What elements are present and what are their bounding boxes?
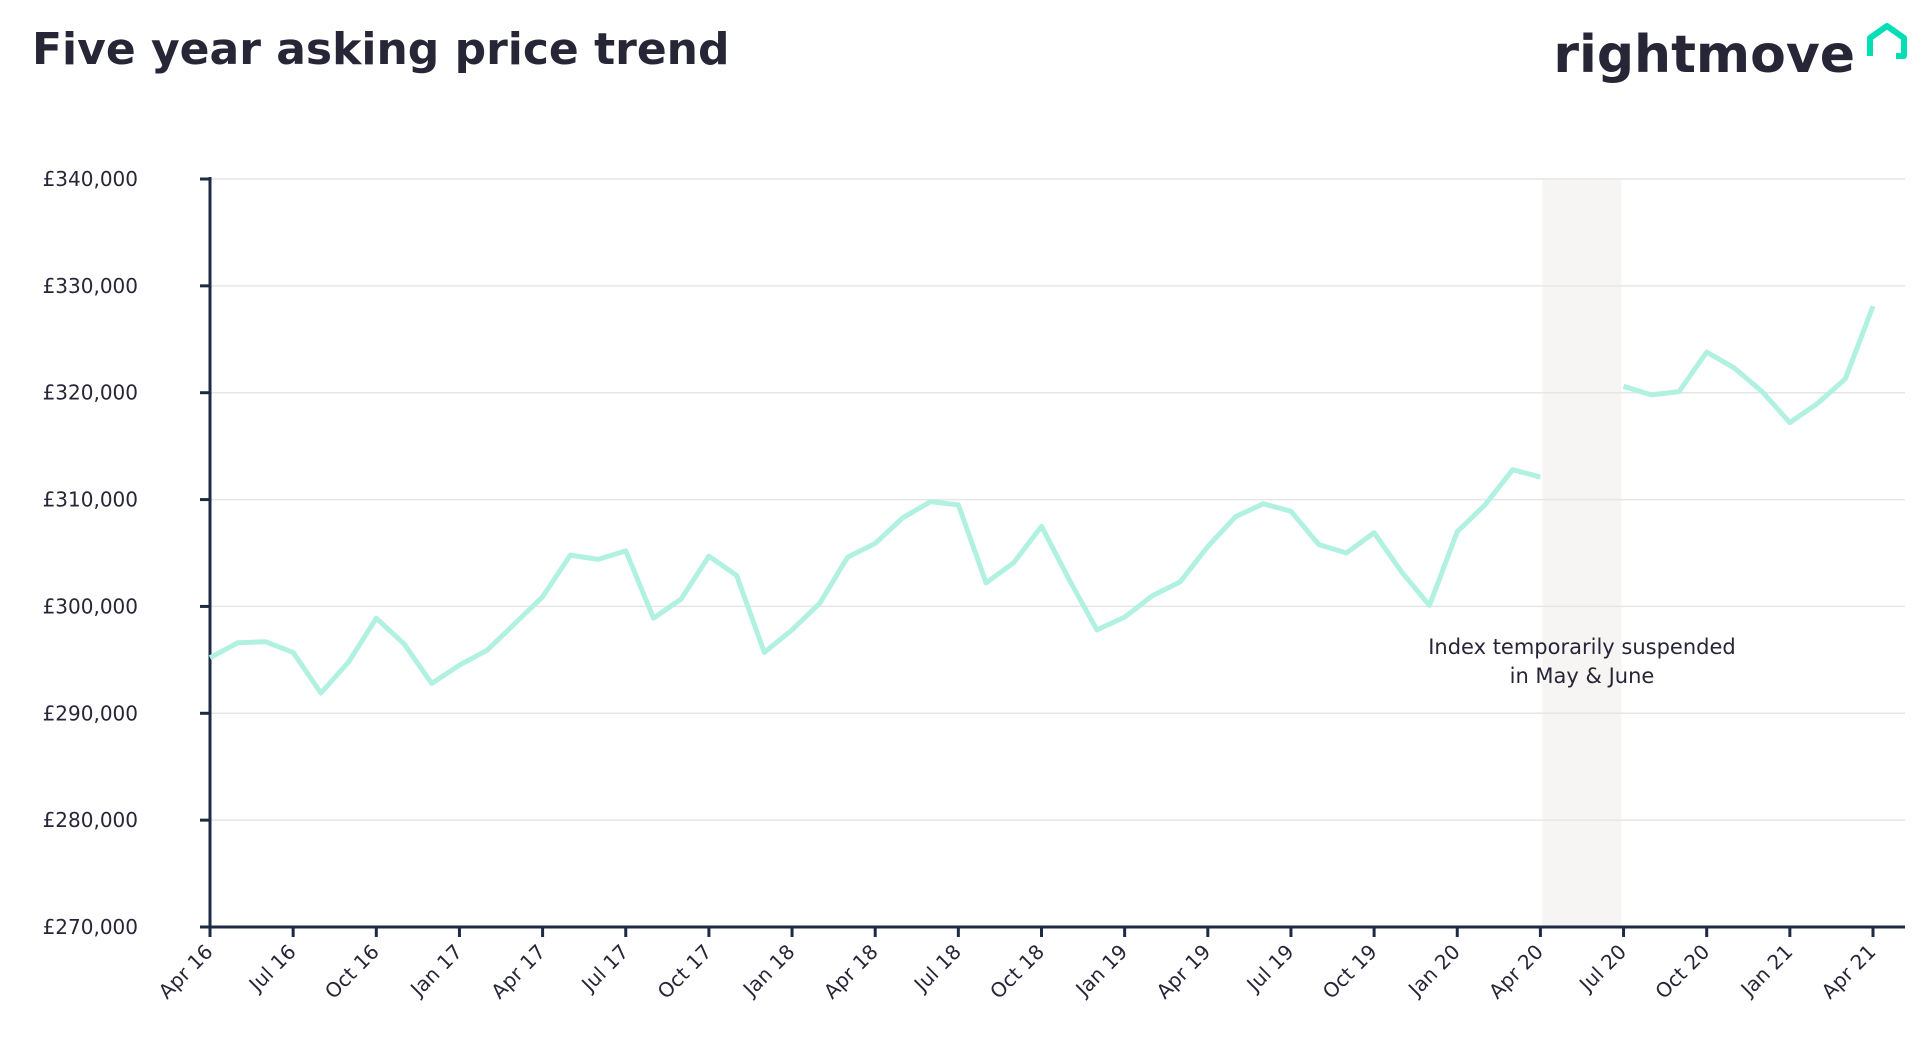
- x-tick-label: Apr 18: [819, 940, 883, 1004]
- chart-title: Five year asking price trend: [32, 24, 730, 75]
- x-tick-label: Jan 19: [1070, 940, 1133, 1003]
- x-tick-label: Apr 21: [1817, 940, 1881, 1004]
- y-tick-label: £340,000: [43, 167, 138, 191]
- x-tick-label: Oct 19: [1318, 940, 1382, 1004]
- x-tick-label: Jul 17: [575, 940, 633, 998]
- x-tick-label: Jan 21: [1735, 940, 1798, 1003]
- y-tick-label: £300,000: [43, 594, 138, 618]
- y-tick-label: £310,000: [43, 488, 138, 512]
- x-tick-label: Apr 17: [486, 940, 550, 1004]
- x-tick-label: Jul 19: [1241, 940, 1299, 998]
- x-tick-label: Jan 17: [404, 940, 467, 1003]
- x-tick-label: Apr 16: [154, 940, 218, 1004]
- x-tick-label: Oct 18: [985, 940, 1049, 1004]
- logo-icon: [1867, 23, 1907, 59]
- y-tick-label: £320,000: [43, 381, 138, 405]
- line-series: [208, 305, 1876, 696]
- annotation: Index temporarily suspended: [1428, 635, 1736, 659]
- y-tick-label: £270,000: [43, 915, 138, 939]
- x-tick-label: Apr 20: [1484, 940, 1548, 1004]
- annotation: in May & June: [1510, 664, 1655, 688]
- x-tick-label: Oct 20: [1650, 940, 1714, 1004]
- x-tick-label: Oct 16: [320, 940, 384, 1004]
- x-tick-label: Jul 18: [908, 940, 966, 998]
- y-tick-label: £280,000: [43, 808, 138, 832]
- x-tick-label: Jan 20: [1402, 940, 1465, 1003]
- x-tick-label: Jan 18: [737, 940, 800, 1003]
- y-tick-label: £290,000: [43, 701, 138, 725]
- logo-text: rightmove: [1553, 25, 1855, 85]
- x-tick-label: Jul 20: [1573, 940, 1631, 998]
- x-tick-label: Oct 17: [653, 940, 717, 1004]
- x-tick-label: Apr 19: [1151, 940, 1215, 1004]
- suspended-band: [1542, 179, 1622, 927]
- y-tick-label: £330,000: [43, 274, 138, 298]
- x-tick-label: Jul 16: [243, 940, 301, 998]
